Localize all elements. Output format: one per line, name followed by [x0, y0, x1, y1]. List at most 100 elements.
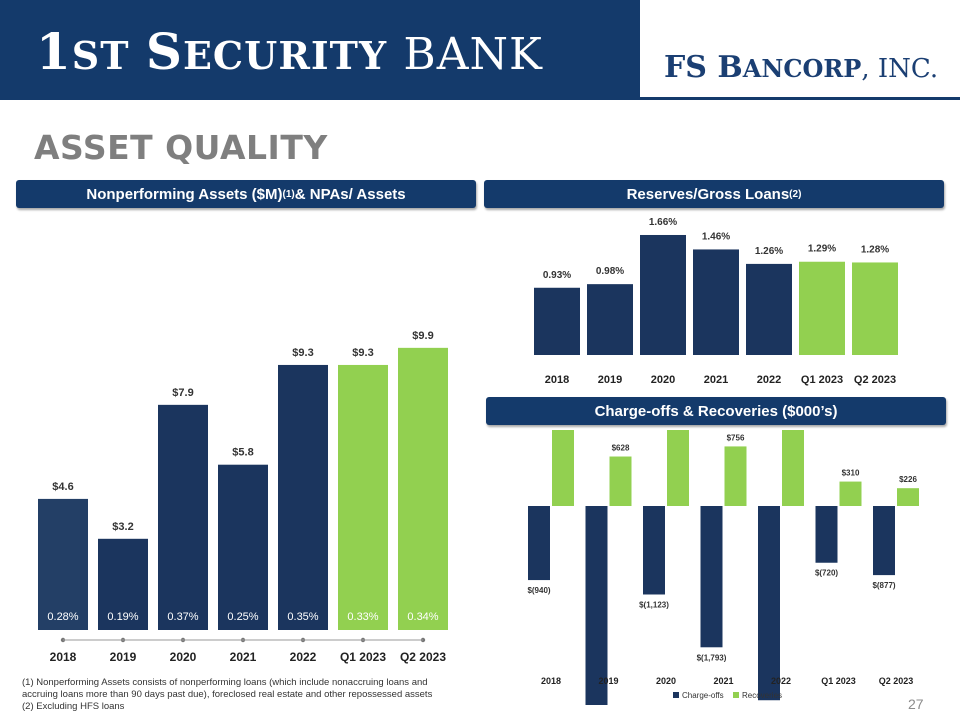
- chargeoff-value-label: $(1,793): [697, 653, 727, 662]
- recovery-value-label: $756: [727, 433, 745, 442]
- reserves-value-label: 1.46%: [702, 231, 730, 242]
- reserves-bar: [746, 263, 792, 355]
- npa-value-label: $5.8: [232, 447, 253, 459]
- recovery-bar: [667, 430, 689, 506]
- chargeoffs-category-label: 2018: [541, 676, 561, 686]
- npa-category-label: Q1 2023: [340, 650, 386, 664]
- npa-value-label: $9.3: [292, 347, 313, 359]
- npa-ratio-label: 0.33%: [347, 611, 378, 623]
- reserves-value-label: 1.66%: [649, 217, 677, 228]
- chargeoffs-category-label: Q1 2023: [821, 676, 856, 686]
- chargeoffs-category-label: 2022: [771, 676, 791, 686]
- bank-logo-prefix: 1: [36, 22, 72, 81]
- npa-ratio-label: 0.25%: [227, 611, 258, 623]
- npa-section-header: Nonperforming Assets ($M) (1) & NPAs/ Ass…: [16, 180, 476, 208]
- npa-chart: $4.6 0.28% 2018 $3.2 0.19% 2019 $7.9 0.37% 2020 $…: [38, 330, 448, 664]
- recovery-value-label: $628: [612, 444, 630, 453]
- bank-logo: 1ST SECURITY BANK: [36, 22, 543, 81]
- chargeoff-bar: [585, 506, 608, 705]
- npa-ratio-label: 0.34%: [407, 611, 438, 623]
- npa-category-label: 2021: [230, 650, 257, 664]
- npa-category-label: 2018: [50, 650, 77, 664]
- npa-ratio-label: 0.37%: [167, 611, 198, 623]
- chargeoff-bar: [873, 506, 895, 576]
- chargeoffs-category-label: 2019: [598, 676, 618, 686]
- chargeoffs-legend-label: Charge-offs: [682, 691, 724, 700]
- recovery-bar: [552, 430, 574, 506]
- reserves-bar: [640, 234, 686, 355]
- npa-ratio-label: 0.28%: [47, 611, 78, 623]
- npa-bar: [158, 404, 208, 630]
- reserves-category-label: Q1 2023: [801, 374, 843, 386]
- npa-value-label: $3.2: [112, 521, 133, 533]
- chargeoffs-category-label: 2020: [656, 676, 676, 686]
- reserves-category-label: 2020: [651, 374, 675, 386]
- reserves-bar: [852, 262, 898, 355]
- npa-bar: [338, 364, 388, 630]
- page-number: 27: [908, 696, 924, 712]
- npa-bar: [398, 347, 448, 630]
- bank-logo-bank: BANK: [403, 29, 543, 80]
- reserves-value-label: 0.98%: [596, 266, 624, 277]
- recovery-bar: [839, 481, 862, 506]
- npa-value-label: $4.6: [52, 481, 73, 493]
- footnote-1: (1) Nonperforming Assets consists of non…: [22, 677, 433, 700]
- npa-bar: [38, 498, 88, 630]
- npa-bar: [278, 364, 328, 630]
- reserves-category-label: Q2 2023: [854, 374, 896, 386]
- npa-bar: [218, 464, 268, 630]
- company-logo-ancorp: ANCORP: [742, 54, 862, 83]
- chargeoff-bar: [528, 506, 550, 581]
- reserves-section-sup: (2): [789, 188, 802, 200]
- reserves-category-label: 2022: [757, 374, 781, 386]
- recoveries-legend-label: Recoveries: [742, 691, 782, 700]
- chargeoffs-section-title: Charge-offs & Recoveries ($000’s): [594, 402, 838, 420]
- npa-category-label: Q2 2023: [400, 650, 446, 664]
- chargeoffs-category-label: Q2 2023: [879, 676, 914, 686]
- reserves-section-title: Reserves/Gross Loans: [626, 185, 790, 203]
- reserves-bar: [693, 249, 739, 355]
- recoveries-legend-swatch: [733, 692, 739, 698]
- reserves-bar: [799, 261, 845, 355]
- page-title: ASSET QUALITY: [34, 128, 328, 167]
- footnote-2: (2) Excluding HFS loans: [22, 701, 125, 712]
- chargeoffs-section-header: Charge-offs & Recoveries ($000’s): [486, 397, 946, 425]
- reserves-value-label: 1.28%: [861, 244, 889, 255]
- company-logo: FS BANCORP, INC.: [664, 50, 938, 85]
- company-logo-b: B: [717, 50, 743, 85]
- reserves-bar: [534, 287, 580, 355]
- chargeoff-value-label: $(720): [815, 569, 838, 578]
- npa-ratio-label: 0.35%: [287, 611, 318, 623]
- chargeoff-value-label: $(1,123): [639, 600, 669, 609]
- npa-section-title-rest: & NPAs/ Assets: [294, 185, 406, 203]
- npa-bar: [98, 538, 148, 630]
- recovery-value-label: $310: [842, 469, 860, 478]
- npa-value-label: $9.9: [412, 330, 433, 342]
- footnotes: (1) Nonperforming Assets consists of non…: [22, 677, 462, 713]
- chargeoff-bar: [815, 506, 838, 563]
- chargeoffs-chart: $(940)$9932018$(2,628)$6282019$(1,123)$1…: [527, 430, 919, 705]
- bank-logo-s: S: [145, 22, 183, 81]
- reserves-category-label: 2018: [545, 374, 569, 386]
- recovery-bar: [897, 488, 919, 506]
- recovery-bar: [724, 446, 747, 506]
- npa-value-label: $9.3: [352, 347, 373, 359]
- chargeoffs-legend-swatch: [673, 692, 679, 698]
- recovery-value-label: $226: [899, 475, 917, 484]
- company-logo-box: FS BANCORP, INC.: [640, 0, 960, 100]
- company-logo-inc: , INC.: [861, 54, 939, 84]
- reserves-value-label: 1.26%: [755, 246, 783, 257]
- reserves-category-label: 2019: [598, 374, 622, 386]
- chargeoff-bar: [700, 506, 723, 648]
- chargeoff-value-label: $(877): [872, 581, 895, 590]
- company-logo-fs: FS: [664, 50, 707, 85]
- npa-value-label: $7.9: [172, 387, 193, 399]
- reserves-chart: 0.93% 2018 0.98% 2019 1.66% 2020 1.46% 2021 1.26…: [534, 217, 898, 386]
- npa-section-title: Nonperforming Assets ($M): [86, 185, 283, 203]
- npa-ratio-label: 0.19%: [107, 611, 138, 623]
- npa-category-label: 2020: [170, 650, 197, 664]
- reserves-bar: [587, 284, 633, 355]
- reserves-category-label: 2021: [704, 374, 728, 386]
- chargeoffs-category-label: 2021: [713, 676, 733, 686]
- npa-category-label: 2019: [110, 650, 137, 664]
